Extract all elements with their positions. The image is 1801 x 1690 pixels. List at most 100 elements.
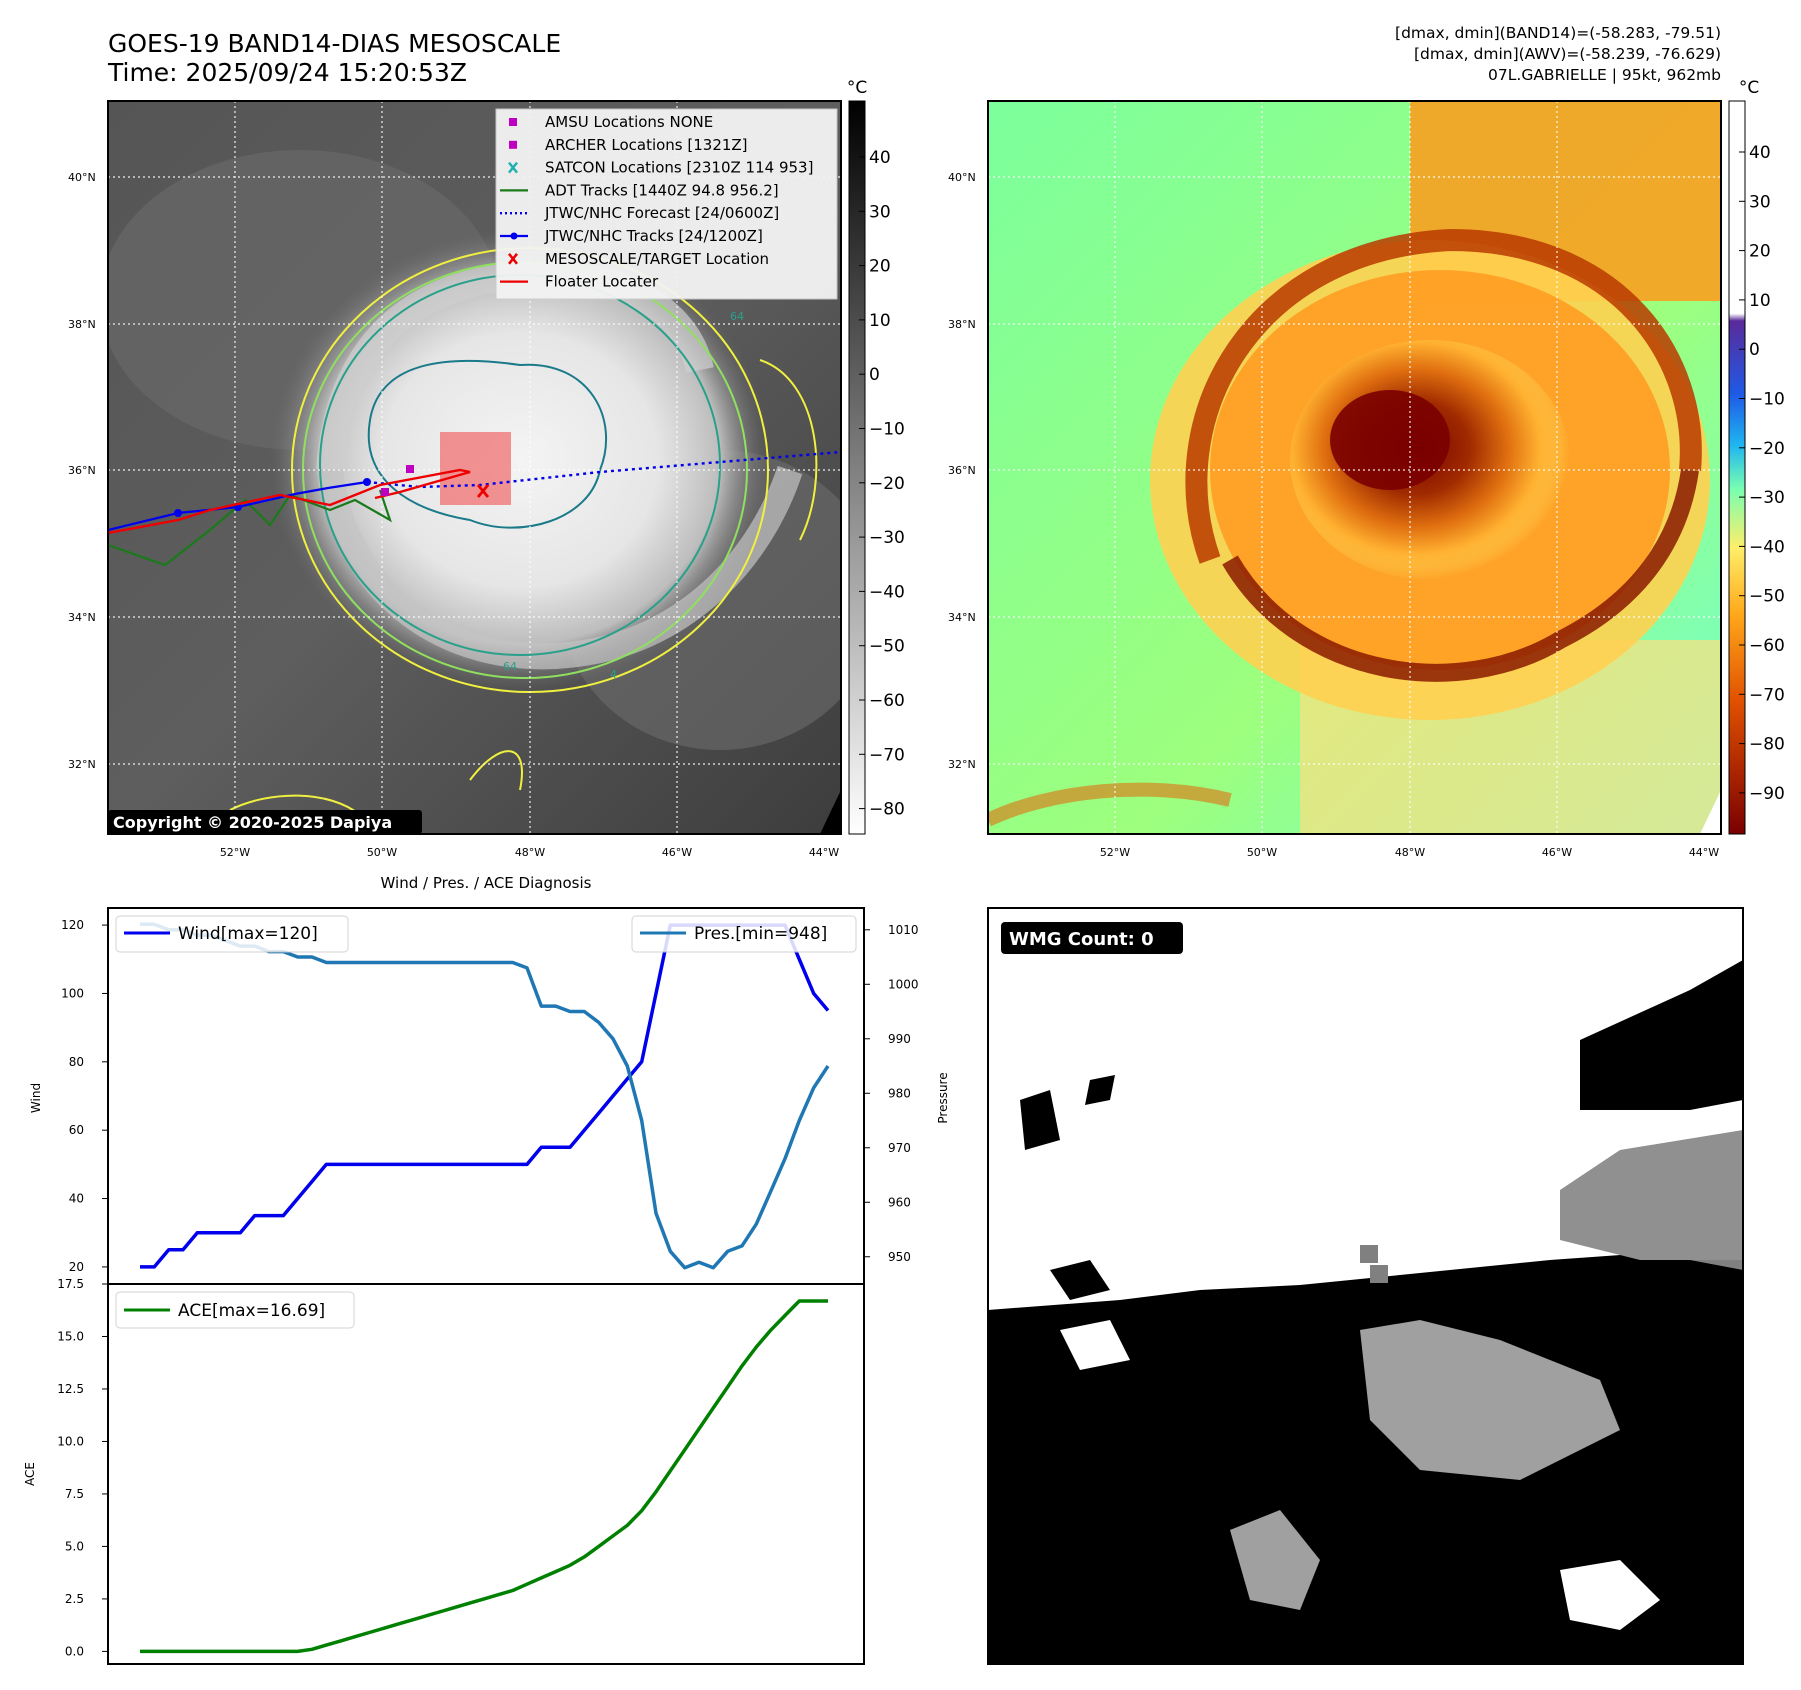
ace-axis-label: ACE bbox=[23, 1462, 37, 1486]
ir-colorbar: °C 40 30 20 10 0 −10 −20 −30 −40 −50 −60 −70 −80 bbox=[847, 78, 905, 835]
wind-tick-label: 80 bbox=[69, 1055, 84, 1069]
awv-lon-46w: 46°W bbox=[1542, 846, 1572, 859]
awv-lat-36n: 36°N bbox=[948, 464, 976, 477]
colorbar-tick-label: −90 bbox=[1749, 784, 1785, 804]
ir-lat-34n: 34°N bbox=[68, 611, 96, 624]
ace-legend-label: ACE[max=16.69] bbox=[178, 1301, 325, 1321]
pressure-tick-label: 960 bbox=[888, 1195, 911, 1209]
wind-pressure-chart: Wind Pressure 20 40 60 80 100 120 950 960 970 98… bbox=[29, 907, 950, 1285]
colorbar-tick-label: 0 bbox=[869, 365, 880, 385]
colorbar-tick-label: −20 bbox=[1749, 439, 1785, 459]
colorbar-tick-label: −50 bbox=[1749, 587, 1785, 607]
colorbar-tick-label: 0 bbox=[1749, 340, 1760, 360]
ace-tick-label: 7.5 bbox=[65, 1487, 84, 1501]
wind-legend-label: Wind[max=120] bbox=[178, 924, 318, 944]
legend-label: JTWC/NHC Tracks [24/1200Z] bbox=[544, 227, 763, 245]
figure-title-line1: GOES-19 BAND14-DIAS MESOSCALE bbox=[108, 29, 561, 58]
wind-tick-label: 60 bbox=[69, 1123, 84, 1137]
ace-tick-label: 10.0 bbox=[57, 1434, 84, 1448]
ace-tick-label: 2.5 bbox=[65, 1592, 84, 1606]
legend-label: Floater Locater bbox=[545, 273, 659, 291]
ir-lon-46w: 46°W bbox=[662, 846, 692, 859]
ir-lon-44w: 44°W bbox=[809, 846, 839, 859]
legend-item: JTWC/NHC Forecast [24/0600Z] bbox=[500, 204, 779, 222]
awv-lat-40n: 40°N bbox=[948, 171, 976, 184]
awv-lon-48w: 48°W bbox=[1395, 846, 1425, 859]
info-line-band14: [dmax, dmin](BAND14)=(-58.283, -79.51) bbox=[1395, 24, 1721, 42]
wind-tick-label: 100 bbox=[61, 986, 84, 1000]
legend-label: SATCON Locations [2310Z 114 953] bbox=[545, 159, 813, 177]
pressure-tick-label: 950 bbox=[888, 1250, 911, 1264]
pressure-tick-label: 1010 bbox=[888, 923, 919, 937]
awv-map-panel: 40°N 38°N 36°N 34°N 32°N 52°W 50°W 48°W … bbox=[948, 78, 1785, 859]
ir-lat-32n: 32°N bbox=[68, 758, 96, 771]
colorbar-tick-label: 10 bbox=[1749, 291, 1771, 311]
colorbar-tick-label: −30 bbox=[869, 528, 905, 548]
ir-lon-52w: 52°W bbox=[220, 846, 250, 859]
legend-item: ARCHER Locations [1321Z] bbox=[509, 136, 748, 154]
legend-dot-marker bbox=[510, 232, 518, 240]
ace-tick-label: 0.0 bbox=[65, 1644, 84, 1658]
legend-label: JTWC/NHC Forecast [24/0600Z] bbox=[544, 204, 779, 222]
ir-lon-50w: 50°W bbox=[367, 846, 397, 859]
pressure-axis-label: Pressure bbox=[936, 1072, 950, 1123]
wind-tick-label: 20 bbox=[69, 1260, 84, 1274]
awv-lon-52w: 52°W bbox=[1100, 846, 1130, 859]
wmg-panel: WMG Count: 0 bbox=[987, 907, 1744, 1665]
colorbar-tick-label: −30 bbox=[1749, 488, 1785, 508]
ace-legend: ACE[max=16.69] bbox=[115, 1291, 355, 1329]
colorbar-tick-label: −70 bbox=[869, 745, 905, 765]
ace-tick-label: 5.0 bbox=[65, 1539, 84, 1553]
legend-label: ADT Tracks [1440Z 94.8 956.2] bbox=[545, 181, 779, 199]
awv-lon-labels: 52°W 50°W 48°W 46°W 44°W bbox=[1100, 846, 1719, 859]
colorbar-tick-label: −70 bbox=[1749, 685, 1785, 705]
pressure-legend: Pres.[min=948] bbox=[631, 915, 857, 953]
colorbar-tick-label: −40 bbox=[869, 582, 905, 602]
ir-map-panel: 64 64 4 bbox=[68, 78, 905, 859]
colorbar-tick-label: −20 bbox=[869, 474, 905, 494]
ace-series-line bbox=[140, 1299, 828, 1654]
colorbar-tick-label: −60 bbox=[869, 691, 905, 711]
legend-x-marker bbox=[508, 253, 518, 265]
awv-colorbar: °C 40 30 20 10 0 −10 −20 −30 −40 −50 −60 −70 −80 −90 bbox=[1728, 78, 1785, 835]
ace-tick-label: 17.5 bbox=[57, 1277, 84, 1291]
legend-label: ARCHER Locations [1321Z] bbox=[545, 136, 748, 154]
wind-legend: Wind[max=120] bbox=[115, 915, 349, 953]
copyright-text: Copyright © 2020-2025 Dapiya bbox=[113, 813, 392, 832]
info-line-awv: [dmax, dmin](AWV)=(-58.239, -76.629) bbox=[1414, 45, 1721, 63]
legend-item: JTWC/NHC Tracks [24/1200Z] bbox=[500, 227, 763, 245]
ir-lon-48w: 48°W bbox=[515, 846, 545, 859]
pressure-tick-label: 990 bbox=[888, 1032, 911, 1046]
awv-colorbar-unit: °C bbox=[1739, 78, 1759, 98]
ir-lat-36n: 36°N bbox=[68, 464, 96, 477]
legend-square-marker bbox=[509, 140, 517, 149]
legend-x-marker bbox=[508, 161, 518, 174]
colorbar-tick-label: −80 bbox=[869, 800, 905, 820]
legend-item: ADT Tracks [1440Z 94.8 956.2] bbox=[500, 181, 779, 199]
colorbar-tick-label: 30 bbox=[869, 202, 891, 222]
contour-label-1: 64 bbox=[730, 310, 744, 323]
legend-square-marker bbox=[509, 118, 517, 126]
legend-label: MESOSCALE/TARGET Location bbox=[545, 250, 769, 268]
colorbar-tick-label: 40 bbox=[1749, 143, 1771, 163]
pressure-tick-label: 980 bbox=[888, 1086, 911, 1100]
ir-colorbar-unit: °C bbox=[847, 78, 867, 98]
ir-lat-labels: 40°N 38°N 36°N 34°N 32°N bbox=[68, 171, 96, 771]
legend-item: MESOSCALE/TARGET Location bbox=[508, 250, 769, 268]
awv-lon-50w: 50°W bbox=[1247, 846, 1277, 859]
ir-lon-labels: 52°W 50°W 48°W 46°W 44°W bbox=[220, 846, 839, 859]
ace-chart: ACE 0.0 2.5 5.0 7.5 10.0 12.5 15.0 17.5 ACE[max… bbox=[23, 1277, 865, 1665]
pressure-tick-label: 970 bbox=[888, 1141, 911, 1155]
contour-label-2: 64 bbox=[503, 660, 517, 673]
ir-lat-38n: 38°N bbox=[68, 318, 96, 331]
awv-lon-44w: 44°W bbox=[1689, 846, 1719, 859]
diagnosis-title: Wind / Pres. / ACE Diagnosis bbox=[381, 874, 592, 892]
pressure-legend-label: Pres.[min=948] bbox=[694, 924, 827, 944]
awv-lat-labels: 40°N 38°N 36°N 34°N 32°N bbox=[948, 171, 976, 771]
wind-tick-label: 120 bbox=[61, 918, 84, 932]
wind-axis-label: Wind bbox=[29, 1083, 43, 1113]
figure-title-line2: Time: 2025/09/24 15:20:53Z bbox=[107, 58, 467, 87]
info-line-storm: 07L.GABRIELLE | 95kt, 962mb bbox=[1488, 66, 1721, 84]
awv-lat-32n: 32°N bbox=[948, 758, 976, 771]
